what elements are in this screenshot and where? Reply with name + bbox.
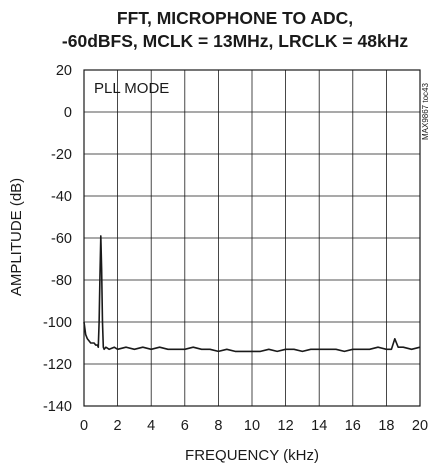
x-tick-label: 6 (181, 418, 189, 434)
series-line (83, 235, 421, 353)
y-tick-label: -60 (51, 231, 72, 247)
x-tick-label: 12 (278, 418, 294, 434)
x-tick-label: 14 (311, 418, 327, 434)
annotation-pll-mode: PLL MODE (94, 80, 169, 97)
x-tick-label: 16 (345, 418, 361, 434)
y-axis-label: AMPLITUDE (dB) (8, 178, 25, 296)
chart-title-line-1: FFT, MICROPHONE TO ADC, (117, 8, 353, 28)
data-series (83, 235, 421, 353)
side-note: MAX9867 toc43 (421, 83, 430, 140)
tick-labels: 0 2 4 6 8 10 12 14 16 18 20 20 0 -20 -40 -60 -80 -100 -120… (43, 63, 428, 434)
y-tick-label: -80 (51, 273, 72, 289)
y-tick-label: -100 (43, 315, 72, 331)
y-tick-label: -120 (43, 357, 72, 373)
y-tick-label: -140 (43, 399, 72, 415)
x-tick-label: 4 (147, 418, 155, 434)
chart-title: FFT, MICROPHONE TO ADC, -60dBFS, MCLK = … (62, 8, 408, 51)
y-tick-label: 0 (64, 105, 72, 121)
x-tick-label: 18 (378, 418, 394, 434)
y-tick-label: 20 (56, 63, 72, 79)
x-tick-label: 0 (80, 418, 88, 434)
grid (84, 70, 420, 406)
chart-title-line-2: -60dBFS, MCLK = 13MHz, LRCLK = 48kHz (62, 31, 408, 51)
x-tick-label: 8 (214, 418, 222, 434)
x-axis-label: FREQUENCY (kHz) (185, 447, 319, 464)
x-tick-label: 20 (412, 418, 428, 434)
y-tick-label: -40 (51, 189, 72, 205)
x-tick-label: 10 (244, 418, 260, 434)
x-tick-label: 2 (114, 418, 122, 434)
y-tick-label: -20 (51, 147, 72, 163)
